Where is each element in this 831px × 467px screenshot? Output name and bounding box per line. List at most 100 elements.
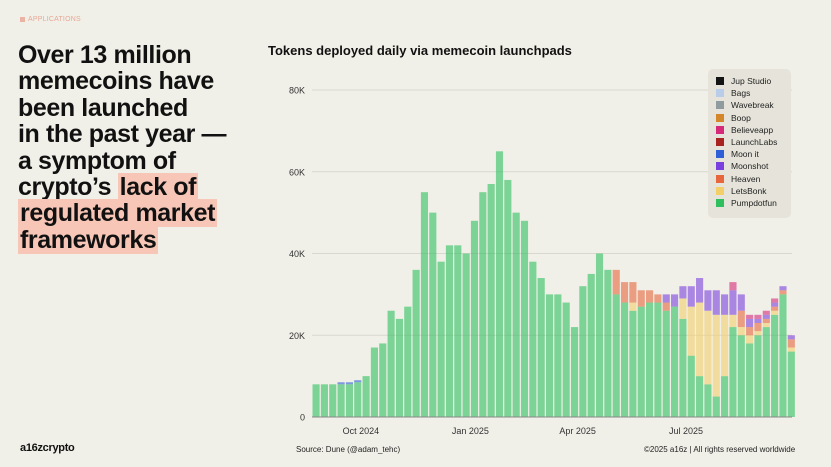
bar-pumpdotfun [746, 343, 754, 417]
legend-swatch [716, 198, 724, 207]
a16zcrypto-logo: a16zcrypto [20, 442, 75, 454]
bar-pumpdotfun [679, 318, 687, 417]
legend-item: Wavebreak [716, 99, 791, 111]
bar-letsbonk [729, 314, 737, 328]
headline-highlight: frameworks [18, 225, 159, 254]
legend-swatch [716, 89, 724, 98]
legend-item: Jup Studio [716, 75, 791, 87]
bar-pumpdotfun [412, 269, 420, 417]
bar-pumpdotfun [712, 396, 720, 417]
bar-pumpdotfun [787, 351, 795, 417]
bar-pumpdotfun [504, 179, 512, 417]
headline-line: frameworks [18, 225, 226, 254]
bar-pumpdotfun [479, 192, 487, 417]
legend-label: Heaven [731, 173, 761, 184]
bar-letsbonk [746, 335, 754, 344]
bar-letsbonk [721, 314, 729, 377]
y-tick-label: 80K [289, 86, 305, 96]
bar-pumpdotfun [762, 327, 770, 417]
legend-label: Moonshot [731, 161, 769, 172]
bar-pumpdotfun [671, 306, 679, 417]
bar-pumpdotfun [754, 335, 762, 417]
bar-pumpdotfun [337, 384, 345, 417]
bar-pumpdotfun [470, 220, 479, 417]
legend-item: Moon it [716, 148, 791, 160]
bar-letsbonk [754, 331, 762, 336]
bar-moonshot [696, 278, 704, 303]
y-tick-label: 20K [289, 331, 305, 341]
bar-pumpdotfun [662, 310, 670, 417]
bar-pumpdotfun [370, 347, 378, 417]
y-tick-label: 60K [289, 167, 305, 177]
bar-pumpdotfun [696, 376, 704, 417]
headline-highlight: regulated market [18, 199, 218, 228]
bar-heaven [629, 282, 637, 303]
x-tick-label: Apr 2025 [559, 426, 596, 436]
y-tick-label: 40K [289, 249, 305, 259]
bar-moonshot [754, 318, 762, 323]
bar-heaven [779, 290, 787, 295]
legend-label: LetsBonk [731, 185, 767, 196]
bar-pumpdotfun [620, 302, 629, 417]
bar-letsbonk [679, 298, 687, 319]
legend-swatch [716, 138, 724, 147]
headline-line: a symptom of [18, 146, 176, 175]
bar-pumpdotfun [462, 253, 470, 417]
legend-swatch [716, 162, 724, 171]
bar-moonshot [771, 302, 779, 307]
bar-pumpdotfun [520, 220, 529, 417]
bar-heaven [746, 327, 754, 336]
bar-heaven [620, 282, 629, 303]
bar-pumpdotfun [445, 245, 454, 417]
bar-heaven [737, 310, 745, 328]
section-label: APPLICATIONS [20, 16, 81, 23]
x-tick-label: Oct 2024 [343, 426, 380, 436]
bar-pumpdotfun [345, 384, 353, 417]
bar-moonshot [779, 286, 787, 291]
y-tick-label: 0 [300, 413, 305, 423]
bar-moonshot [721, 294, 729, 315]
bar-pumpdotfun [437, 261, 445, 417]
legend-label: LaunchLabs [731, 137, 778, 148]
bar-heaven [654, 294, 662, 303]
bar-pumpdotfun [771, 314, 779, 417]
bar-believeapp [754, 314, 762, 319]
bar-pumpdotfun [429, 212, 437, 417]
bar-moonshot [746, 318, 754, 328]
bar-pumpdotfun [595, 253, 604, 417]
bar-moon-it [337, 382, 345, 385]
bar-pumpdotfun [387, 310, 395, 417]
bar-letsbonk [704, 310, 712, 385]
legend-item: Bags [716, 87, 791, 99]
bar-pumpdotfun [312, 384, 320, 417]
section-square-icon [20, 17, 25, 22]
chart-title: Tokens deployed daily via memecoin launc… [268, 43, 572, 58]
legend-swatch [716, 101, 724, 110]
bar-pumpdotfun [537, 278, 545, 417]
legend-label: Moon it [731, 149, 759, 160]
legend-item: LetsBonk [716, 185, 791, 197]
bar-believeapp [771, 298, 779, 303]
legend-label: Believeapp [731, 124, 774, 135]
source-note: Source: Dune (@adam_tehc) [296, 445, 401, 454]
headline-line: Over 13 million [18, 41, 192, 69]
bar-pumpdotfun [779, 294, 787, 417]
bar-heaven [612, 269, 620, 295]
bar-heaven [645, 290, 654, 303]
bar-pumpdotfun [420, 192, 429, 417]
bar-pumpdotfun [645, 302, 654, 417]
legend-swatch [716, 113, 724, 122]
bar-pumpdotfun [604, 269, 612, 417]
bar-heaven [771, 306, 779, 311]
bar-pumpdotfun [637, 306, 645, 417]
bar-letsbonk [737, 327, 745, 336]
bar-moonshot [787, 335, 795, 340]
bar-pumpdotfun [704, 384, 712, 417]
headline-line: been launched [18, 93, 188, 122]
bar-moonshot [687, 286, 695, 307]
headline-highlight: lack of [117, 173, 199, 202]
bar-moon-it [354, 380, 362, 383]
copyright: ©2025 a16z | All rights reserved worldwi… [644, 445, 796, 454]
legend-swatch [716, 150, 724, 159]
bar-pumpdotfun [379, 343, 387, 417]
